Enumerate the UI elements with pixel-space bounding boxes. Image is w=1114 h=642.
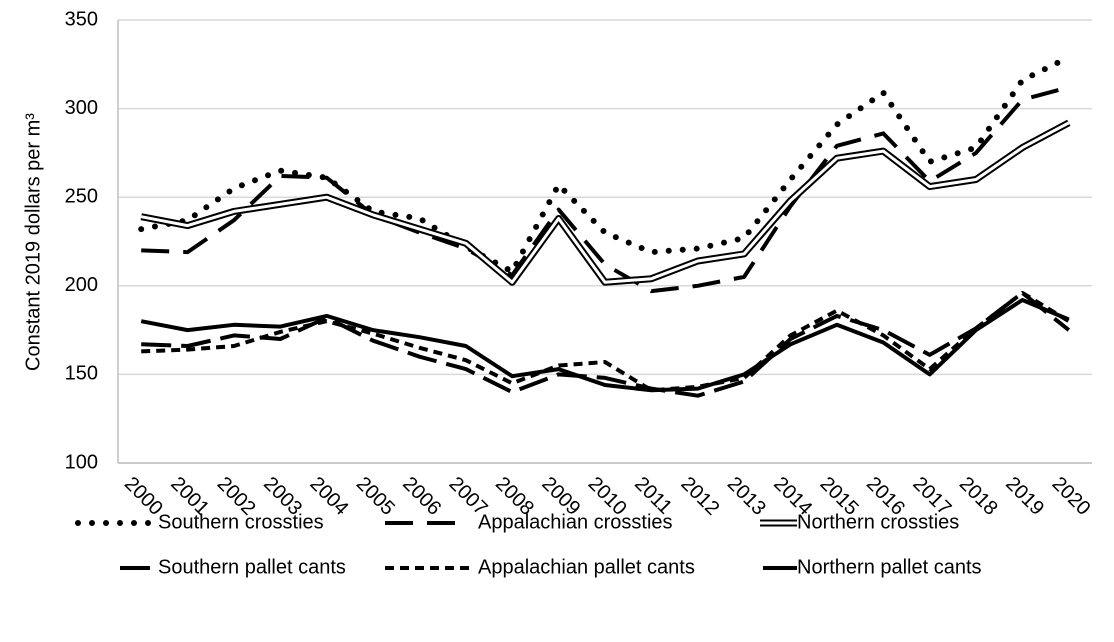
x-tick-label: 2018: [955, 473, 1002, 520]
legend-label: Appalachian pallet cants: [478, 556, 695, 578]
y-tick-label: 250: [65, 185, 98, 207]
y-tick-label: 150: [65, 363, 98, 385]
y-tick-label: 200: [65, 274, 98, 296]
x-tick-label: 2019: [1001, 473, 1048, 520]
series-line: [140, 119, 1071, 286]
legend-label: Southern pallet cants: [158, 556, 346, 578]
y-tick-label: 300: [65, 97, 98, 119]
y-tick-label: 350: [65, 8, 98, 30]
series-line: [141, 290, 1070, 393]
legend-label: Appalachian crossties: [478, 511, 673, 533]
legend-label: Southern crossties: [158, 511, 324, 533]
series-line: [140, 298, 1070, 393]
x-tick-label: 2005: [352, 473, 399, 520]
legend-label: Northern crossties: [797, 511, 959, 533]
x-tick-label: 2012: [676, 473, 723, 520]
x-tick-label: 2020: [1048, 473, 1095, 520]
y-tick-label: 100: [65, 451, 98, 473]
legend-label: Northern pallet cants: [797, 556, 982, 578]
series-line: [141, 85, 1070, 294]
series-line: [138, 54, 1072, 275]
x-tick-label: 2013: [723, 473, 770, 520]
series-line-inner: [140, 121, 1070, 284]
series-line: [141, 290, 1071, 398]
x-tick-label: 2006: [398, 473, 445, 520]
y-axis-label: Constant 2019 dollars per m³: [22, 113, 44, 371]
